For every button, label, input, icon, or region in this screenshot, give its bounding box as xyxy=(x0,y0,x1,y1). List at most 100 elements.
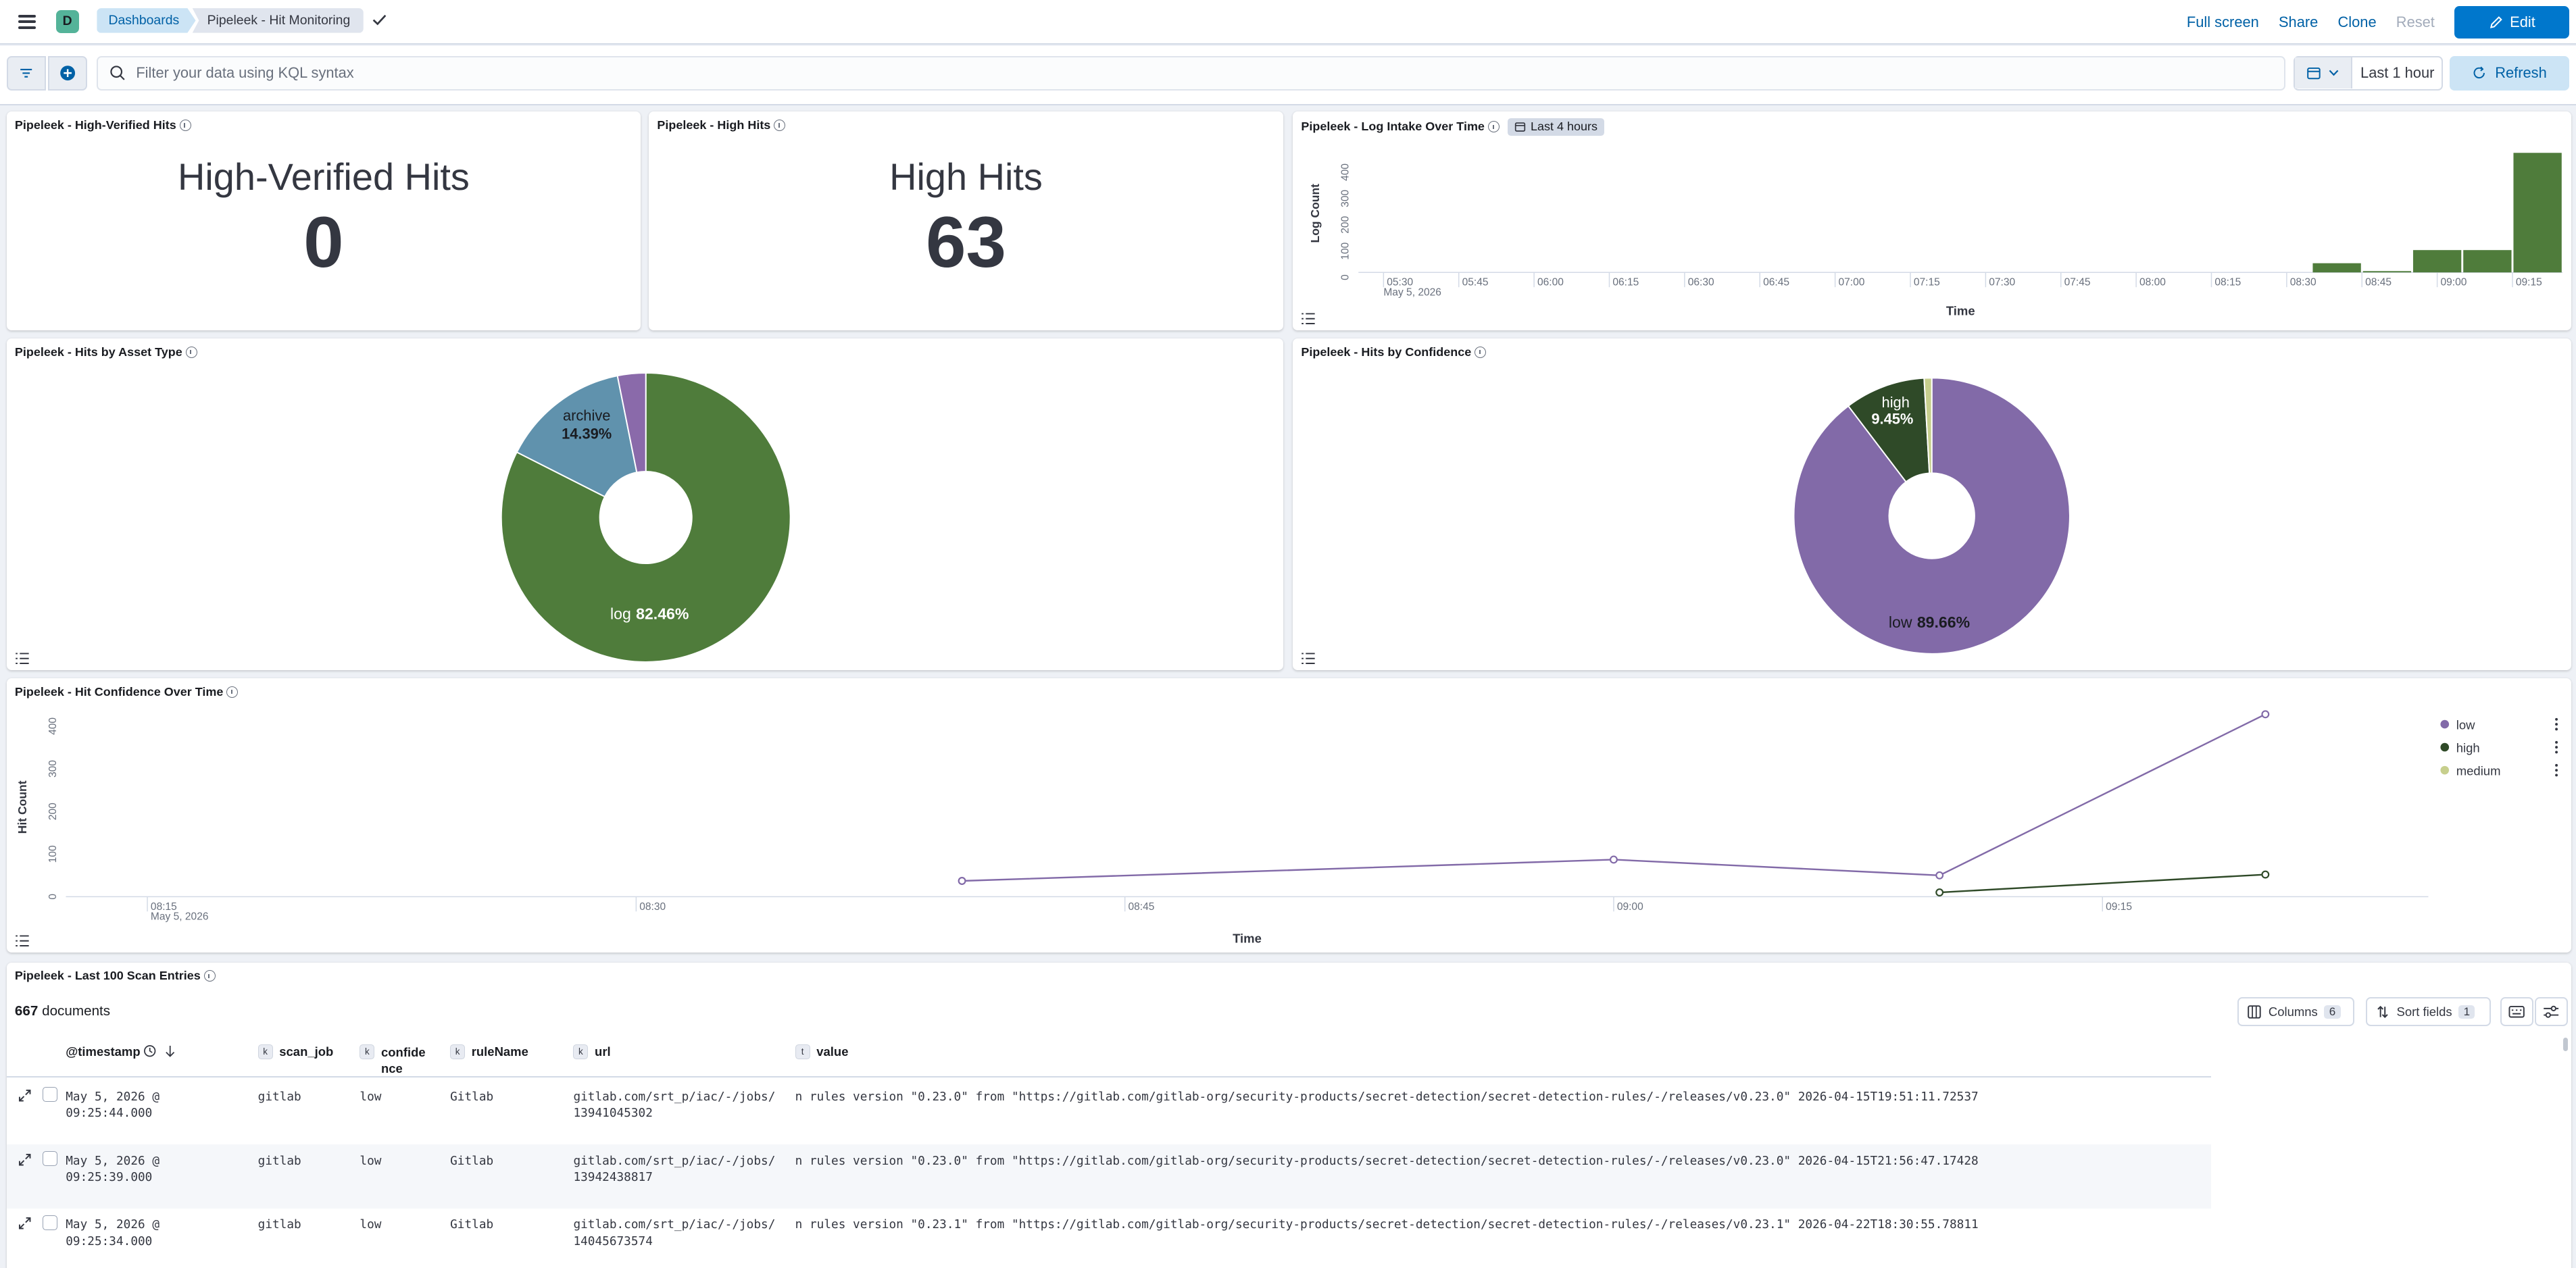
metric-label: High-Verified Hits xyxy=(177,155,470,198)
display-settings-button[interactable] xyxy=(2535,996,2568,1027)
legend-menu-icon xyxy=(2554,723,2558,726)
pie-slice-log xyxy=(500,372,791,663)
cell-confidence: low xyxy=(360,1090,382,1104)
expand-icon[interactable] xyxy=(18,1217,31,1229)
kql-search-input[interactable]: Filter your data using KQL syntax xyxy=(97,55,2285,91)
y-axis-title: Log Count xyxy=(1308,184,1322,243)
check-icon[interactable] xyxy=(371,11,387,28)
sort-fields-button[interactable]: Sort fields 1 xyxy=(2365,996,2491,1027)
series-point-low xyxy=(958,877,966,885)
y-tick-label: 300 xyxy=(1340,190,1352,207)
breadcrumb-dashboards[interactable]: Dashboards xyxy=(97,8,195,32)
column-header-scan-job[interactable]: k scan_job xyxy=(257,1044,333,1060)
columns-label: Columns xyxy=(2268,1004,2318,1019)
cell-timestamp: May 5, 2026 @ 09:25:39.000 xyxy=(66,1153,159,1186)
x-tick-label: 08:30 xyxy=(2290,277,2317,288)
legend-menu-icon xyxy=(2554,751,2558,754)
sort-fields-label: Sort fields xyxy=(2396,1004,2452,1019)
row-checkbox[interactable] xyxy=(43,1151,58,1167)
refresh-button[interactable]: Refresh xyxy=(2449,55,2570,91)
cell-timestamp-date: May 5, 2026 @ xyxy=(66,1090,160,1104)
table-row[interactable]: May 5, 2026 @ 09:25:34.000 gitlab low Gitlab… xyxy=(6,1209,2212,1268)
series-point-high xyxy=(1935,888,1943,897)
column-header-url[interactable]: k url xyxy=(573,1044,611,1060)
legend-icon[interactable] xyxy=(15,652,30,665)
columns-button[interactable]: Columns 6 xyxy=(2237,996,2354,1027)
x-axis-title: Time xyxy=(1233,931,1262,945)
column-header-rulename[interactable]: k ruleName xyxy=(450,1044,528,1060)
slice-label: log xyxy=(610,605,631,623)
sort-down-icon[interactable] xyxy=(164,1044,176,1057)
x-tick-label: 07:00 xyxy=(1839,277,1865,288)
share-link[interactable]: Share xyxy=(2278,13,2319,30)
panel-title-text: Pipeleek - High Hits xyxy=(657,118,771,132)
time-range-badge[interactable]: Last 4 hours xyxy=(1507,118,1604,136)
reset-link[interactable]: Reset xyxy=(2396,13,2435,30)
cell-scan-job: gitlab xyxy=(257,1154,301,1168)
clone-link[interactable]: Clone xyxy=(2337,13,2377,30)
legend-menu-icon xyxy=(2554,746,2558,749)
space-avatar[interactable]: D xyxy=(55,9,79,33)
sort-fields-count: 1 xyxy=(2458,1005,2475,1019)
menu-icon[interactable] xyxy=(18,13,36,29)
table-row[interactable]: May 5, 2026 @ 09:25:44.000 gitlab low Gitlab… xyxy=(6,1080,2212,1146)
keyword-type-icon: k xyxy=(573,1044,589,1060)
legend-menu-icon xyxy=(2554,717,2558,721)
info-icon[interactable] xyxy=(179,120,191,132)
legend-icon[interactable] xyxy=(1301,312,1316,325)
columns-count: 6 xyxy=(2324,1005,2341,1019)
date-picker[interactable]: Last 1 hour xyxy=(2293,55,2444,91)
table-row[interactable]: May 5, 2026 @ 09:25:39.000 gitlab low Gitlab… xyxy=(6,1144,2212,1211)
keyboard-shortcuts-button[interactable] xyxy=(2500,996,2533,1027)
expand-icon[interactable] xyxy=(18,1153,31,1166)
row-checkbox[interactable] xyxy=(43,1087,58,1102)
slice-value-label: 9.45% xyxy=(1872,410,1914,427)
info-icon[interactable] xyxy=(774,120,786,132)
legend-dot-high xyxy=(2440,742,2449,752)
cell-confidence: low xyxy=(360,1218,382,1232)
x-tick-label: 08:15 xyxy=(2215,277,2241,288)
cell-scan-job: gitlab xyxy=(257,1090,301,1104)
chart-bar xyxy=(2312,263,2362,273)
table-scrollbar[interactable] xyxy=(2562,1038,2568,1051)
full-screen-link[interactable]: Full screen xyxy=(2186,13,2259,30)
y-tick-label: 400 xyxy=(1340,163,1352,181)
slice-value-label: 82.46% xyxy=(636,605,689,623)
time-range-label[interactable]: Last 1 hour xyxy=(2360,64,2435,82)
keyword-type-icon: k xyxy=(257,1044,273,1060)
column-header-value[interactable]: t value xyxy=(795,1044,848,1060)
x-axis-title: Time xyxy=(1946,304,1975,318)
y-tick-label: 200 xyxy=(47,803,59,820)
y-tick-label: 0 xyxy=(47,894,59,900)
x-tick-label: 05:30 xyxy=(1387,277,1413,288)
slice-label: low xyxy=(1889,613,1912,631)
time-range-badge-label: Last 4 hours xyxy=(1530,120,1597,134)
cell-timestamp-time: 09:25:34.000 xyxy=(66,1234,153,1248)
panel-title: Pipeleek - Log Intake Over Time Last 4 h… xyxy=(1301,118,1604,136)
cell-value: n rules version "0.23.0" from "https://g… xyxy=(795,1090,1979,1104)
column-header-timestamp[interactable]: @timestamp xyxy=(66,1044,176,1059)
cell-value: n rules version "0.23.1" from "https://g… xyxy=(795,1218,1979,1232)
x-tick-label: 08:30 xyxy=(639,901,666,913)
legend-icon[interactable] xyxy=(15,934,30,947)
quick-menu-button[interactable] xyxy=(2294,57,2352,89)
legend-icon[interactable] xyxy=(1301,652,1316,665)
expand-icon[interactable] xyxy=(18,1089,31,1102)
cell-timestamp-date: May 5, 2026 @ xyxy=(66,1154,160,1168)
info-icon[interactable] xyxy=(203,970,216,982)
info-icon[interactable] xyxy=(1475,346,1487,358)
y-tick-label: 300 xyxy=(47,760,59,778)
edit-button[interactable]: Edit xyxy=(2454,5,2570,39)
cell-url: gitlab.com/srt_p/iac/-/jobs/13941045302 xyxy=(573,1089,775,1122)
row-checkbox[interactable] xyxy=(43,1215,58,1230)
info-icon[interactable] xyxy=(1487,121,1500,133)
info-icon[interactable] xyxy=(226,686,239,698)
x-date-label: May 5, 2026 xyxy=(151,911,209,922)
x-tick-label: 09:00 xyxy=(2441,277,2467,288)
info-icon[interactable] xyxy=(185,346,197,358)
add-filter-button[interactable] xyxy=(47,55,87,91)
refresh-icon xyxy=(2473,66,2485,79)
filter-menu-button[interactable] xyxy=(6,55,47,91)
column-header-confidence[interactable]: k confide nce xyxy=(360,1044,426,1077)
